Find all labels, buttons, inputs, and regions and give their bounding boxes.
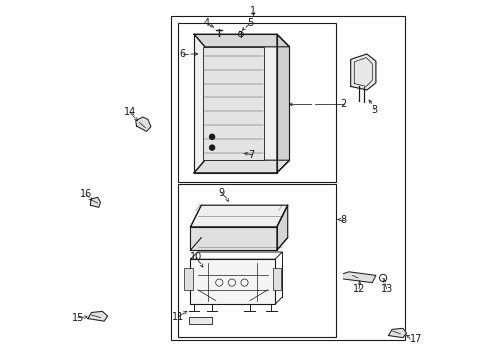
Polygon shape <box>190 205 287 227</box>
Text: 5: 5 <box>246 18 252 28</box>
Text: 8: 8 <box>340 215 346 225</box>
Text: 9: 9 <box>218 188 224 198</box>
Text: 12: 12 <box>352 284 365 294</box>
Text: 10: 10 <box>189 252 202 262</box>
Bar <box>188 317 212 324</box>
Text: 14: 14 <box>123 107 136 117</box>
Polygon shape <box>276 34 289 173</box>
Text: 17: 17 <box>409 334 422 344</box>
Polygon shape <box>190 227 276 250</box>
Text: 16: 16 <box>80 189 92 199</box>
Polygon shape <box>88 311 107 321</box>
Text: 7: 7 <box>248 150 254 160</box>
Polygon shape <box>350 54 375 90</box>
Polygon shape <box>276 205 287 250</box>
Circle shape <box>209 145 214 150</box>
Text: 1: 1 <box>250 6 256 16</box>
Bar <box>178 184 336 337</box>
Polygon shape <box>90 197 101 207</box>
Bar <box>272 268 281 290</box>
Text: 6: 6 <box>179 49 185 59</box>
Polygon shape <box>387 328 406 338</box>
Text: 4: 4 <box>203 18 209 28</box>
Polygon shape <box>194 34 289 47</box>
Text: 13: 13 <box>380 284 392 294</box>
Text: 15: 15 <box>72 312 84 323</box>
Text: 3: 3 <box>370 105 376 115</box>
Polygon shape <box>136 117 151 131</box>
Bar <box>190 259 275 304</box>
Polygon shape <box>194 34 276 173</box>
Bar <box>184 268 193 290</box>
Circle shape <box>209 134 214 139</box>
Bar <box>203 47 264 160</box>
Text: 11: 11 <box>172 312 184 322</box>
Bar <box>178 23 336 182</box>
Polygon shape <box>194 160 289 173</box>
Polygon shape <box>343 272 375 283</box>
Text: 2: 2 <box>340 99 346 109</box>
Bar <box>170 16 404 340</box>
